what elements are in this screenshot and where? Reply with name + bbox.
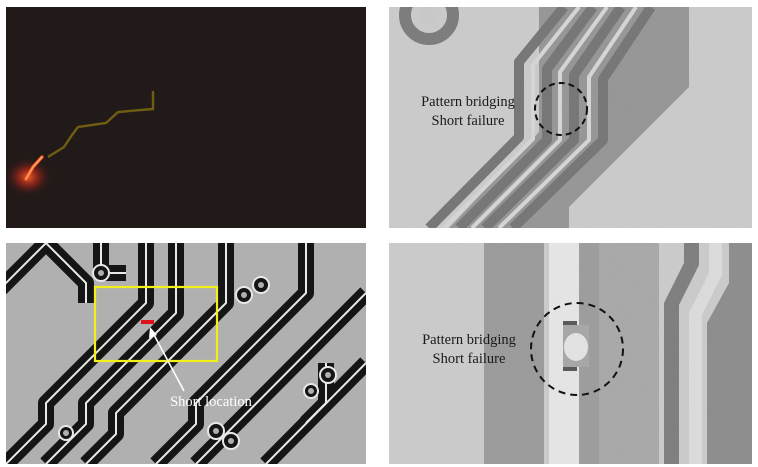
short-region-box: [93, 285, 219, 363]
bridging-label-bottom-line2: Short failure: [432, 351, 506, 367]
pcb-layout-image: [6, 243, 366, 464]
bridging-highlight-circle: [534, 82, 588, 136]
bridging-label-bottom: Pattern bridging Short failure: [399, 331, 539, 369]
bridging-micrograph-top: [389, 7, 752, 228]
micrograph-bottom-panel: Pattern bridging Short failure: [389, 243, 752, 464]
thermal-emission-panel: [6, 7, 366, 228]
short-pointer-arrow: [151, 330, 185, 392]
bridging-highlight-circle-zoomed: [530, 302, 624, 396]
bridging-label-bottom-line1: Pattern bridging: [422, 332, 516, 348]
layout-panel: Short location: [6, 243, 366, 464]
bridging-label-top: Pattern bridging Short failure: [399, 93, 537, 131]
bridging-label-top-line2: Short failure: [431, 113, 505, 129]
short-location-text: Short location: [170, 394, 252, 410]
thermal-trace-image: [6, 91, 155, 197]
micrograph-top-panel: Pattern bridging Short failure: [389, 7, 752, 228]
bridging-label-top-line1: Pattern bridging: [421, 94, 515, 110]
faint-trace: [47, 91, 155, 159]
bridging-micrograph-bottom: [389, 243, 752, 464]
short-location-label: Short location: [156, 393, 266, 412]
